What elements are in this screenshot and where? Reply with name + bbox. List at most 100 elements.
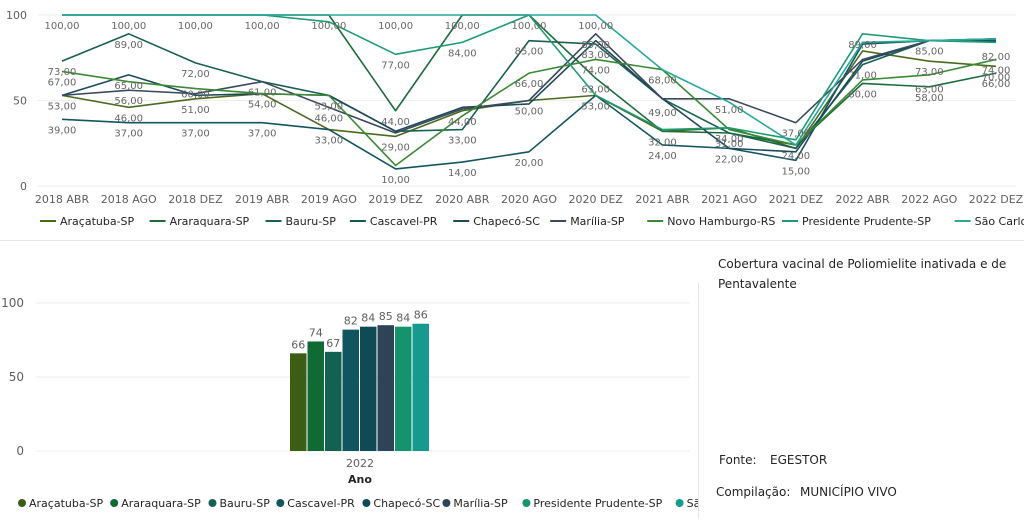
compilation-label: Compilação: bbox=[716, 485, 791, 499]
line-chart-panel: 0 50 100 2018 ABR 2018 AGO 2018 DEZ 2019 ABR 20… bbox=[0, 0, 1024, 241]
data-label: 100,00 bbox=[45, 21, 80, 32]
data-label: 60,00 bbox=[848, 89, 877, 100]
data-label: 58,00 bbox=[915, 93, 944, 104]
x-axis-title: Ano bbox=[348, 473, 372, 486]
bar-value-label: 66 bbox=[291, 338, 305, 351]
x-tick-label: 2019 AGO bbox=[301, 193, 357, 206]
data-label: 82,00 bbox=[982, 52, 1011, 63]
data-label: 66,00 bbox=[515, 79, 544, 90]
data-label: 51,00 bbox=[715, 105, 744, 116]
data-label: 100,00 bbox=[111, 21, 146, 32]
data-label: 50,00 bbox=[515, 107, 544, 118]
y-tick-label: 50 bbox=[13, 95, 27, 108]
data-label: 100,00 bbox=[245, 21, 280, 32]
data-label: 34,00 bbox=[715, 134, 744, 145]
y-tick-label: 50 bbox=[9, 370, 24, 384]
data-label: 56,00 bbox=[114, 96, 143, 107]
bar bbox=[360, 326, 377, 451]
x-tick-label: 2019 ABR bbox=[235, 193, 290, 206]
data-label: 20,00 bbox=[515, 158, 544, 169]
legend-label: Presidente Prudente-SP bbox=[533, 497, 662, 510]
compilation-value: MUNICÍPIO VIVO bbox=[800, 485, 897, 499]
legend-swatch bbox=[442, 499, 451, 507]
data-label: 74,00 bbox=[581, 65, 610, 76]
data-label: 63,00 bbox=[915, 84, 944, 95]
data-label: 77,00 bbox=[381, 60, 410, 71]
legend-label: Araraquara-SP bbox=[170, 215, 250, 228]
x-tick-label: 2021 AGO bbox=[701, 193, 757, 206]
legend-swatch bbox=[208, 499, 217, 507]
data-label: 73,00 bbox=[915, 67, 944, 78]
data-label: 53,00 bbox=[48, 101, 77, 112]
x-tick-label: 2022 AGO bbox=[901, 193, 957, 206]
series-line bbox=[61, 39, 996, 170]
legend-label: Presidente Prudente-SP bbox=[802, 215, 931, 228]
y-tick-label: 0 bbox=[16, 444, 24, 458]
data-label: 100,00 bbox=[578, 21, 613, 32]
series-line bbox=[62, 14, 997, 146]
legend-label: Chapecó-SC bbox=[373, 497, 440, 510]
x-tick-label: 2019 DEZ bbox=[368, 193, 423, 206]
legend-label: São Carlos-SP bbox=[975, 215, 1024, 228]
data-label: 70,00 bbox=[982, 72, 1011, 83]
bar-value-label: 84 bbox=[361, 312, 375, 325]
legend-label: São Carlos-SP bbox=[687, 497, 698, 510]
x-tick-label: 2021 ABR bbox=[635, 193, 690, 206]
bar bbox=[412, 323, 429, 451]
x-tick-label: 2022 DEZ bbox=[969, 193, 1024, 206]
data-label: 71,00 bbox=[848, 71, 877, 82]
bar bbox=[290, 353, 307, 451]
legend-label: Chapecó-SC bbox=[473, 215, 540, 228]
legend-label: Bauru-SP bbox=[286, 215, 337, 228]
data-label: 61,00 bbox=[248, 88, 277, 99]
x-tick-label: 2022 ABR bbox=[835, 193, 890, 206]
data-label: 100,00 bbox=[378, 21, 413, 32]
data-label: 73,00 bbox=[48, 67, 77, 78]
legend-label: Araçatuba-SP bbox=[29, 497, 104, 510]
data-label: 37,00 bbox=[782, 129, 811, 140]
data-label: 100,00 bbox=[311, 21, 346, 32]
legend-label: Novo Hamburgo-RS bbox=[667, 215, 775, 228]
data-label: 37,00 bbox=[114, 129, 143, 140]
data-label: 39,00 bbox=[48, 125, 77, 136]
legend-swatch bbox=[362, 499, 371, 507]
bar-value-label: 67 bbox=[326, 337, 340, 350]
data-label: 46,00 bbox=[315, 113, 344, 124]
data-label: 15,00 bbox=[782, 166, 811, 177]
data-label: 33,00 bbox=[315, 136, 344, 147]
data-label: 72,00 bbox=[181, 69, 210, 80]
data-label: 31,00 bbox=[715, 139, 744, 150]
line-chart: 0 50 100 2018 ABR 2018 AGO 2018 DEZ 2019 ABR 20… bbox=[6, 9, 1024, 228]
data-label: 65,00 bbox=[114, 81, 143, 92]
legend-label: Araraquara-SP bbox=[121, 497, 201, 510]
bar bbox=[342, 329, 359, 451]
data-label: 46,00 bbox=[114, 113, 143, 124]
data-label: 49,00 bbox=[648, 108, 677, 119]
x-tick-label: 2020 ABR bbox=[435, 193, 490, 206]
x-tick-label: 2018 ABR bbox=[35, 193, 90, 206]
x-tick-label: 2020 AGO bbox=[501, 193, 557, 206]
x-tick-label: 2020 DEZ bbox=[568, 193, 623, 206]
x-tick-label: 2018 AGO bbox=[101, 193, 157, 206]
bar bbox=[325, 351, 342, 451]
bar-chart-panel: 0 50 100 66 74 67 82 84 85 84 86 2022 Ano Araçatuba-S… bbox=[0, 283, 763, 519]
bar-value-label: 82 bbox=[344, 315, 358, 328]
y-tick-label: 100 bbox=[6, 9, 27, 22]
data-label: 67,00 bbox=[48, 77, 77, 88]
legend-swatch bbox=[110, 499, 119, 507]
bar-value-label: 86 bbox=[414, 309, 428, 322]
data-label: 66,00 bbox=[982, 79, 1011, 90]
data-label: 60,00 bbox=[181, 89, 210, 100]
data-label: 24,00 bbox=[782, 151, 811, 162]
data-label: 54,00 bbox=[248, 100, 277, 111]
data-label: 37,00 bbox=[248, 129, 277, 140]
data-label: 100,00 bbox=[512, 21, 547, 32]
data-label: 33,00 bbox=[448, 136, 477, 147]
legend-swatch bbox=[18, 499, 26, 507]
data-label: 83,00 bbox=[581, 50, 610, 61]
data-label: 89,00 bbox=[581, 40, 610, 51]
data-label: 29,00 bbox=[381, 142, 410, 153]
legend-label: Cascavel-PR bbox=[287, 497, 355, 510]
y-tick-label: 0 bbox=[20, 180, 27, 193]
